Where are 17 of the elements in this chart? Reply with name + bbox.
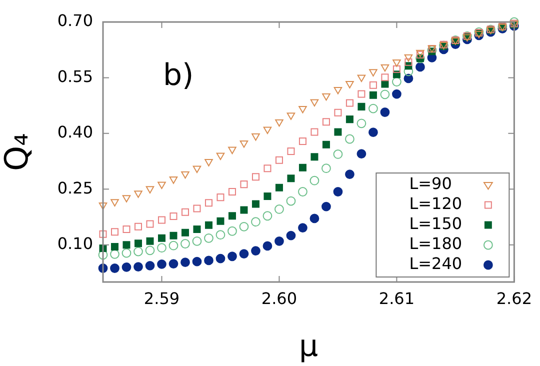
legend-label: L=120	[409, 194, 462, 214]
x-tick-label: 2.62	[496, 288, 532, 308]
y-tick-label: 0.10	[57, 234, 93, 254]
y-tick-label: 0.40	[57, 122, 93, 142]
annotation: b)	[163, 58, 194, 93]
legend-label: L=150	[409, 214, 462, 234]
y-tick-label: 0.25	[57, 178, 93, 198]
legend-label: L=240	[409, 254, 462, 274]
legend-label: L=180	[409, 234, 462, 254]
legend-label: L=90	[409, 174, 452, 194]
x-tick-label: 2.59	[144, 288, 180, 308]
x-tick-label: 2.61	[378, 288, 415, 308]
x-axis-title: μ	[299, 328, 318, 364]
y-tick-label: 0.70	[57, 11, 93, 30]
y-tick-label: 0.55	[57, 66, 93, 86]
x-tick-label: 2.60	[261, 288, 298, 308]
y-axis-title: Q₄	[0, 132, 36, 172]
